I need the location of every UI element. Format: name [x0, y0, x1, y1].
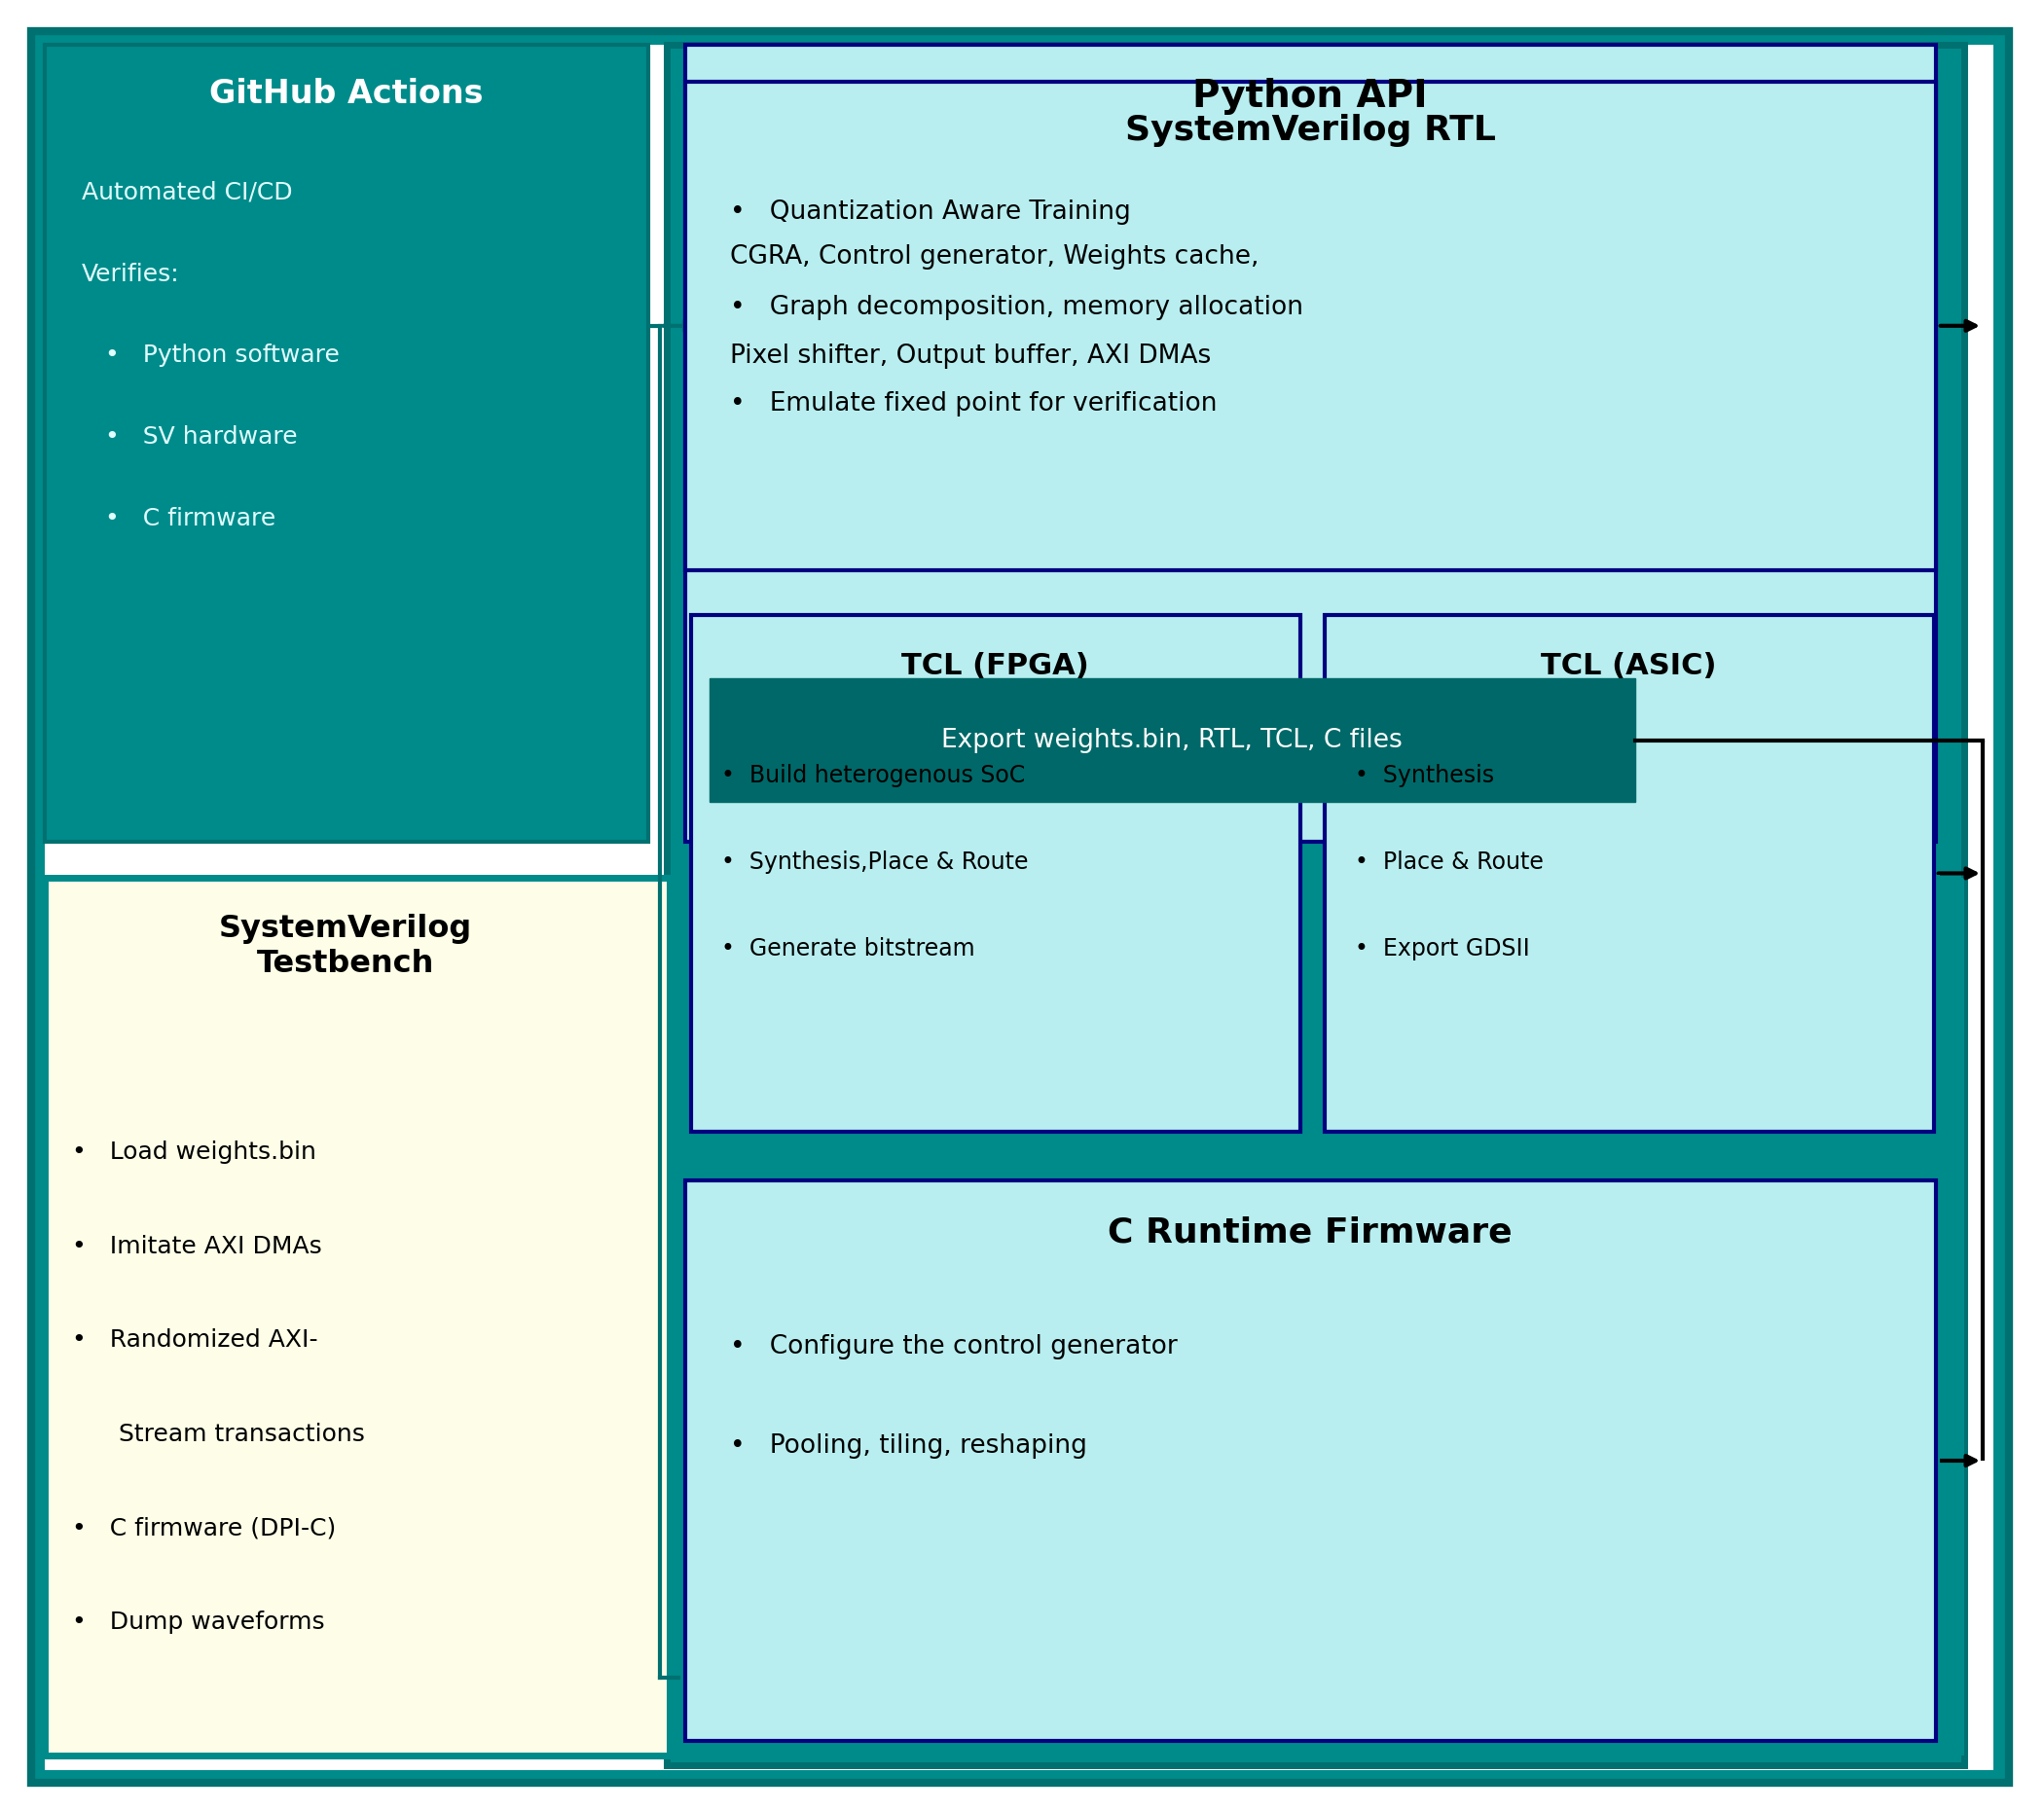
Text: Automated CI/CD: Automated CI/CD — [82, 181, 292, 205]
Text: •  Place & Route: • Place & Route — [1355, 851, 1543, 874]
Text: •  Generate bitstream: • Generate bitstream — [722, 938, 975, 961]
FancyBboxPatch shape — [666, 45, 1964, 1765]
Text: C Runtime Firmware: C Runtime Firmware — [1108, 1216, 1513, 1249]
Text: •   Pooling, tiling, reshaping: • Pooling, tiling, reshaping — [730, 1434, 1087, 1459]
Text: SystemVerilog RTL: SystemVerilog RTL — [1124, 114, 1496, 147]
Text: Pixel shifter, Output buffer, AXI DMAs: Pixel shifter, Output buffer, AXI DMAs — [730, 344, 1210, 369]
Text: •   Load weights.bin: • Load weights.bin — [72, 1140, 315, 1164]
Text: GitHub Actions: GitHub Actions — [208, 78, 484, 110]
Text: CGRA, Control generator, Weights cache,: CGRA, Control generator, Weights cache, — [730, 244, 1259, 270]
Text: TCL (FPGA): TCL (FPGA) — [901, 652, 1089, 681]
Text: Verifies:: Verifies: — [82, 262, 180, 286]
Text: Export weights.bin, RTL, TCL, C files: Export weights.bin, RTL, TCL, C files — [942, 728, 1402, 753]
FancyBboxPatch shape — [31, 31, 2009, 1783]
Text: •   Randomized AXI-: • Randomized AXI- — [72, 1329, 317, 1352]
Text: Stream transactions: Stream transactions — [72, 1423, 364, 1446]
Text: •   Imitate AXI DMAs: • Imitate AXI DMAs — [72, 1234, 321, 1258]
FancyBboxPatch shape — [45, 878, 1936, 1756]
Text: •   Python software: • Python software — [82, 344, 339, 367]
FancyBboxPatch shape — [45, 878, 666, 1756]
Text: •  Synthesis,Place & Route: • Synthesis,Place & Route — [722, 851, 1028, 874]
Text: •  Build heterogenous SoC: • Build heterogenous SoC — [722, 764, 1026, 787]
FancyBboxPatch shape — [691, 615, 1300, 1131]
Text: •   SV hardware: • SV hardware — [82, 425, 298, 449]
Text: •   Dump waveforms: • Dump waveforms — [72, 1611, 325, 1634]
FancyBboxPatch shape — [666, 878, 1964, 1756]
FancyBboxPatch shape — [1325, 615, 1934, 1131]
Text: TCL (ASIC): TCL (ASIC) — [1541, 652, 1717, 681]
Text: •   C firmware (DPI-C): • C firmware (DPI-C) — [72, 1517, 335, 1540]
Text: •   Graph decomposition, memory allocation: • Graph decomposition, memory allocation — [730, 295, 1302, 320]
FancyBboxPatch shape — [20, 18, 2024, 1792]
Text: •   Quantization Aware Training: • Quantization Aware Training — [730, 199, 1130, 224]
Text: •   Configure the control generator: • Configure the control generator — [730, 1334, 1177, 1359]
Text: •  Synthesis: • Synthesis — [1355, 764, 1494, 787]
FancyBboxPatch shape — [45, 45, 1993, 1770]
FancyBboxPatch shape — [45, 45, 648, 842]
FancyBboxPatch shape — [685, 45, 1936, 842]
FancyBboxPatch shape — [709, 679, 1635, 802]
Text: •   C firmware: • C firmware — [82, 507, 276, 530]
Text: •   Emulate fixed point for verification: • Emulate fixed point for verification — [730, 391, 1216, 416]
Text: •  Export GDSII: • Export GDSII — [1355, 938, 1531, 961]
Text: SystemVerilog
Testbench: SystemVerilog Testbench — [219, 914, 472, 979]
FancyBboxPatch shape — [685, 81, 1936, 570]
FancyBboxPatch shape — [685, 1180, 1936, 1741]
FancyBboxPatch shape — [45, 878, 1936, 1756]
Text: Python API: Python API — [1192, 78, 1429, 114]
